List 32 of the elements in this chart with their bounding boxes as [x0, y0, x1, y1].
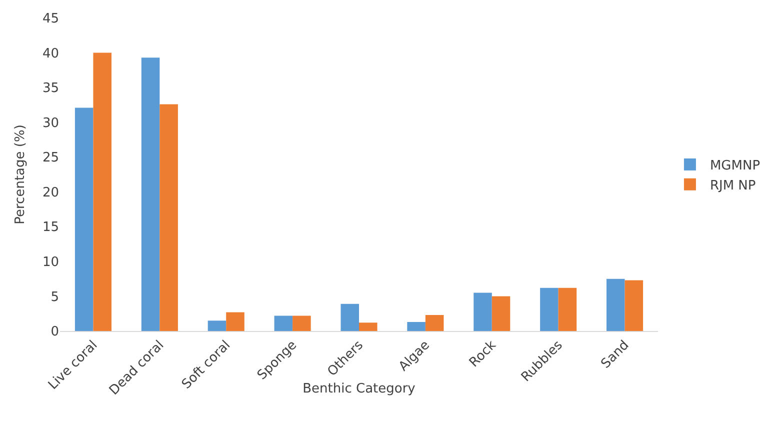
- y-tick-label: 20: [42, 185, 59, 200]
- bar: [226, 312, 244, 331]
- y-axis-title: Percentage (%): [13, 124, 28, 224]
- bar: [74, 108, 94, 331]
- bar: [558, 288, 577, 331]
- bar: [407, 322, 426, 331]
- bar: [492, 296, 510, 331]
- y-tick-label: 15: [42, 220, 59, 236]
- y-tick-label: 45: [42, 12, 59, 27]
- bar: [160, 104, 178, 331]
- y-tick-label: 0: [50, 324, 59, 340]
- bar: [540, 288, 558, 331]
- bar: [340, 304, 359, 331]
- y-tick-label: 10: [42, 254, 59, 270]
- y-tick-label: 5: [50, 290, 59, 305]
- legend-label: MGMNP: [710, 158, 760, 174]
- bar: [93, 52, 112, 331]
- bar: [292, 316, 311, 331]
- bar: [274, 316, 293, 331]
- x-axis-title: Benthic Category: [302, 381, 416, 396]
- bar: [208, 320, 226, 331]
- bar: [141, 58, 160, 331]
- bar: [359, 322, 378, 331]
- bar: [606, 278, 625, 331]
- bar: [474, 292, 492, 331]
- y-tick-label: 35: [42, 81, 59, 96]
- y-tick-label: 30: [42, 116, 59, 131]
- bar: [624, 280, 644, 331]
- y-tick-label: 40: [42, 46, 59, 62]
- bar: [425, 315, 444, 331]
- legend-label: RJM NP: [710, 178, 756, 194]
- y-tick-label: 25: [42, 150, 59, 166]
